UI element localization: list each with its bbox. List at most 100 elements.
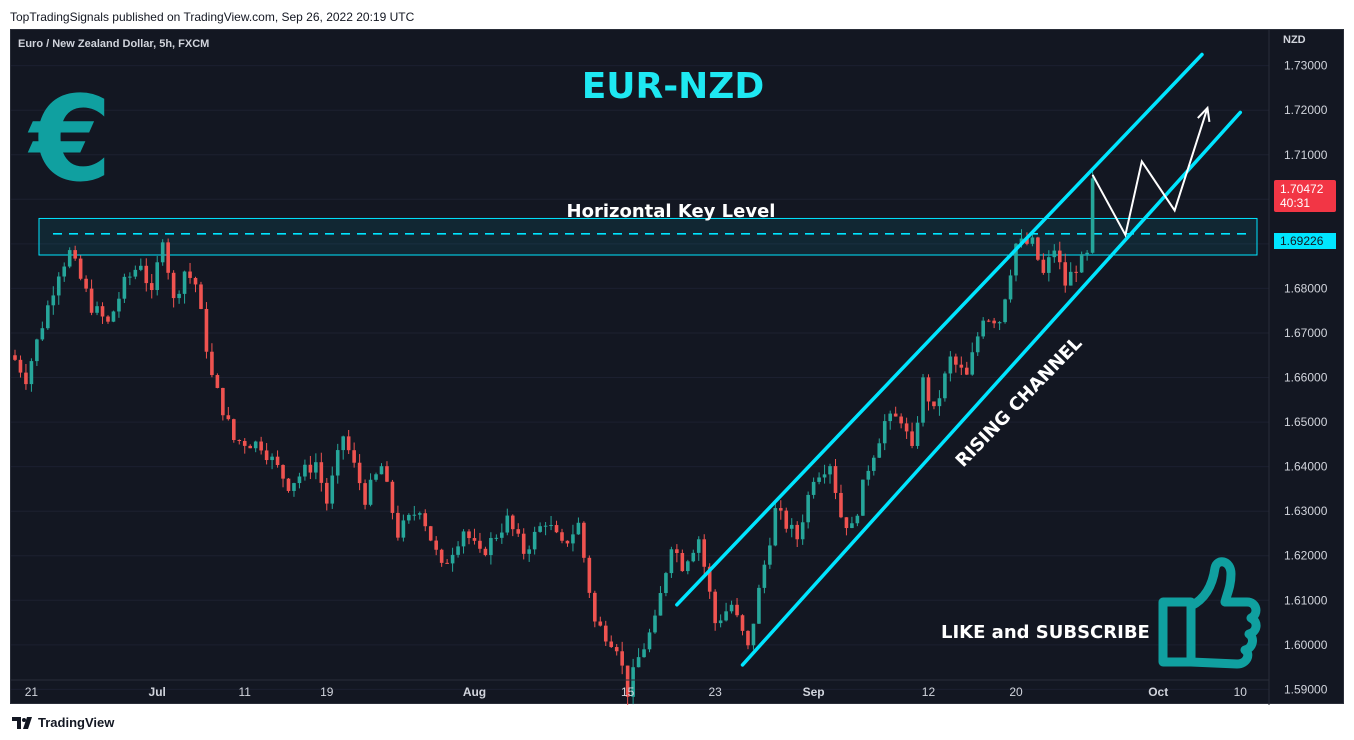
channel-lower-line (740, 110, 1243, 667)
cta-label: LIKE and SUBSCRIBE (941, 622, 1150, 643)
candle-body (407, 514, 411, 521)
candle-body (543, 525, 548, 527)
candle-body (910, 431, 914, 446)
candle-body (149, 283, 154, 291)
candle-body (139, 265, 143, 270)
price-tick-label: 1.60000 (1284, 638, 1328, 652)
candle-body (549, 525, 553, 527)
candle-body (582, 522, 586, 558)
candle-body (696, 539, 701, 553)
candle-body (921, 377, 925, 423)
candle-body (439, 549, 444, 563)
candle-body (811, 481, 816, 495)
candle-body (341, 436, 345, 451)
candle-body (565, 540, 570, 544)
price-tick-label: 1.68000 (1284, 281, 1328, 295)
candle-body (926, 377, 931, 402)
candle-body (1036, 237, 1040, 260)
candle-body (56, 276, 61, 296)
chart-title: EUR-NZD (582, 66, 765, 107)
published-caption: TopTradingSignals published on TradingVi… (10, 10, 415, 24)
candle-body (417, 513, 422, 515)
price-tick-label: 1.65000 (1284, 415, 1328, 429)
candle-body (177, 293, 181, 299)
candle-body (100, 306, 105, 317)
candle-body (713, 591, 717, 624)
candle-body (390, 481, 395, 513)
time-tick-label: 19 (320, 685, 334, 699)
candle-body (182, 271, 187, 294)
candle-body (1008, 275, 1013, 300)
candle-body (642, 649, 646, 658)
candle-body (1041, 259, 1046, 273)
footer[interactable]: TradingView (12, 715, 114, 730)
candle-body (1079, 254, 1084, 273)
candle-body (308, 464, 313, 473)
candlestick-chart[interactable]: 1.730001.720001.710001.700001.690001.680… (11, 30, 1345, 705)
candle-body (757, 587, 761, 624)
candle-body (489, 537, 493, 556)
candle-body (740, 615, 745, 631)
candle-body (647, 632, 652, 650)
candle-body (964, 367, 969, 375)
candle-body (226, 415, 231, 420)
time-tick-label: 10 (1234, 685, 1248, 699)
candle-body (505, 515, 510, 533)
time-tick-label: Oct (1148, 685, 1168, 699)
chart-panel[interactable]: 1.730001.720001.710001.700001.690001.680… (10, 29, 1345, 705)
candle-body (467, 531, 471, 539)
candle-body (117, 298, 121, 312)
candle-body (335, 450, 340, 476)
candle-body (888, 413, 892, 422)
candle-body (609, 641, 614, 648)
candle-body (658, 593, 663, 616)
candle-body (450, 554, 455, 564)
candle-body (702, 539, 707, 567)
candle-body (314, 462, 318, 473)
candle-body (975, 336, 980, 353)
candle-body (204, 308, 209, 352)
candle-body (155, 262, 160, 291)
candle-body (669, 549, 674, 574)
candle-body (106, 316, 110, 322)
candle-body (521, 533, 526, 554)
candle-body (707, 566, 712, 592)
candle-body (970, 352, 975, 375)
candle-body (937, 398, 942, 407)
candle-body (171, 272, 176, 299)
candle-body (215, 375, 220, 388)
candle-body (680, 553, 685, 572)
candle-body (587, 557, 592, 593)
candle-body (598, 621, 603, 626)
candle-body (664, 573, 668, 594)
candle-body (576, 522, 581, 535)
euro-icon: € (27, 70, 112, 208)
candle-body (324, 482, 329, 504)
candle-body (297, 476, 302, 484)
price-tick-label: 1.72000 (1284, 103, 1328, 117)
candle-body (242, 440, 247, 446)
time-tick-label: 11 (239, 685, 252, 699)
candle-body (554, 525, 559, 533)
bar-countdown: 40:31 (1280, 196, 1311, 210)
candle-body (122, 276, 127, 299)
last-price-value: 1.70472 (1280, 182, 1324, 196)
candle-body (1052, 250, 1057, 258)
candle-body (992, 320, 996, 324)
price-tag: 1.70472 40:31 (1274, 180, 1336, 212)
candle-body (762, 564, 767, 588)
key-level-tag: 1.69226 (1274, 233, 1336, 249)
candle-body (363, 483, 367, 505)
candle-body (904, 423, 909, 432)
time-tick-label: Jul (149, 685, 166, 699)
candle-body (779, 508, 783, 511)
candle-body (368, 479, 373, 505)
time-tick-label: 12 (922, 685, 936, 699)
candle-body (855, 515, 860, 524)
currency-label: NZD (1283, 34, 1306, 46)
candle-body (954, 356, 958, 365)
candle-body (396, 512, 400, 538)
candle-body (773, 508, 778, 546)
key-level-label: Horizontal Key Level (567, 201, 776, 222)
candle-body (456, 546, 460, 555)
